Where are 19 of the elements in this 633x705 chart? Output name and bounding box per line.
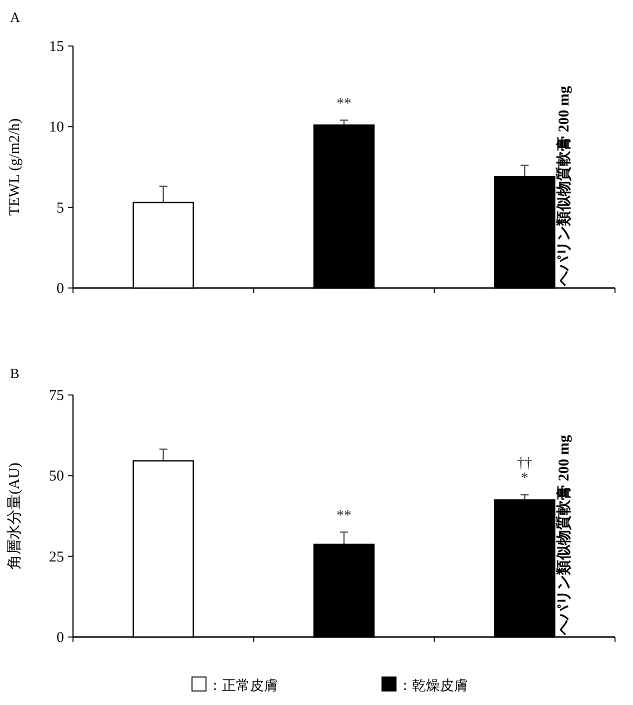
data-label: ** bbox=[336, 508, 352, 524]
y-tick-label: 0 bbox=[56, 630, 64, 646]
y-tick-label: 0 bbox=[56, 281, 64, 297]
y-tick-label: 5 bbox=[56, 200, 64, 216]
y-tick-label: 75 bbox=[49, 388, 64, 404]
x-tick-label: ヘパリン類似物質軟膏 200 mg bbox=[554, 434, 573, 636]
y-tick-label: 25 bbox=[49, 549, 64, 566]
y-tick-label: 10 bbox=[49, 120, 64, 136]
legend-label: ：乾燥皮膚 bbox=[398, 678, 468, 694]
data-label: ** bbox=[336, 96, 352, 112]
data-label: †† * bbox=[517, 456, 533, 487]
y-axis-title: 角層水分量(AU) bbox=[6, 462, 23, 570]
legend-label: ：正常皮膚 bbox=[208, 678, 278, 694]
x-tick-label: ヘパリン類似物質軟膏 200 mg bbox=[554, 86, 573, 287]
chart-title: B bbox=[10, 367, 20, 382]
y-tick-label: 50 bbox=[49, 468, 64, 485]
chart-title: A bbox=[10, 11, 21, 26]
y-tick-label: 15 bbox=[49, 39, 64, 55]
y-axis-title: TEWL (g/m2/h) bbox=[7, 118, 23, 216]
